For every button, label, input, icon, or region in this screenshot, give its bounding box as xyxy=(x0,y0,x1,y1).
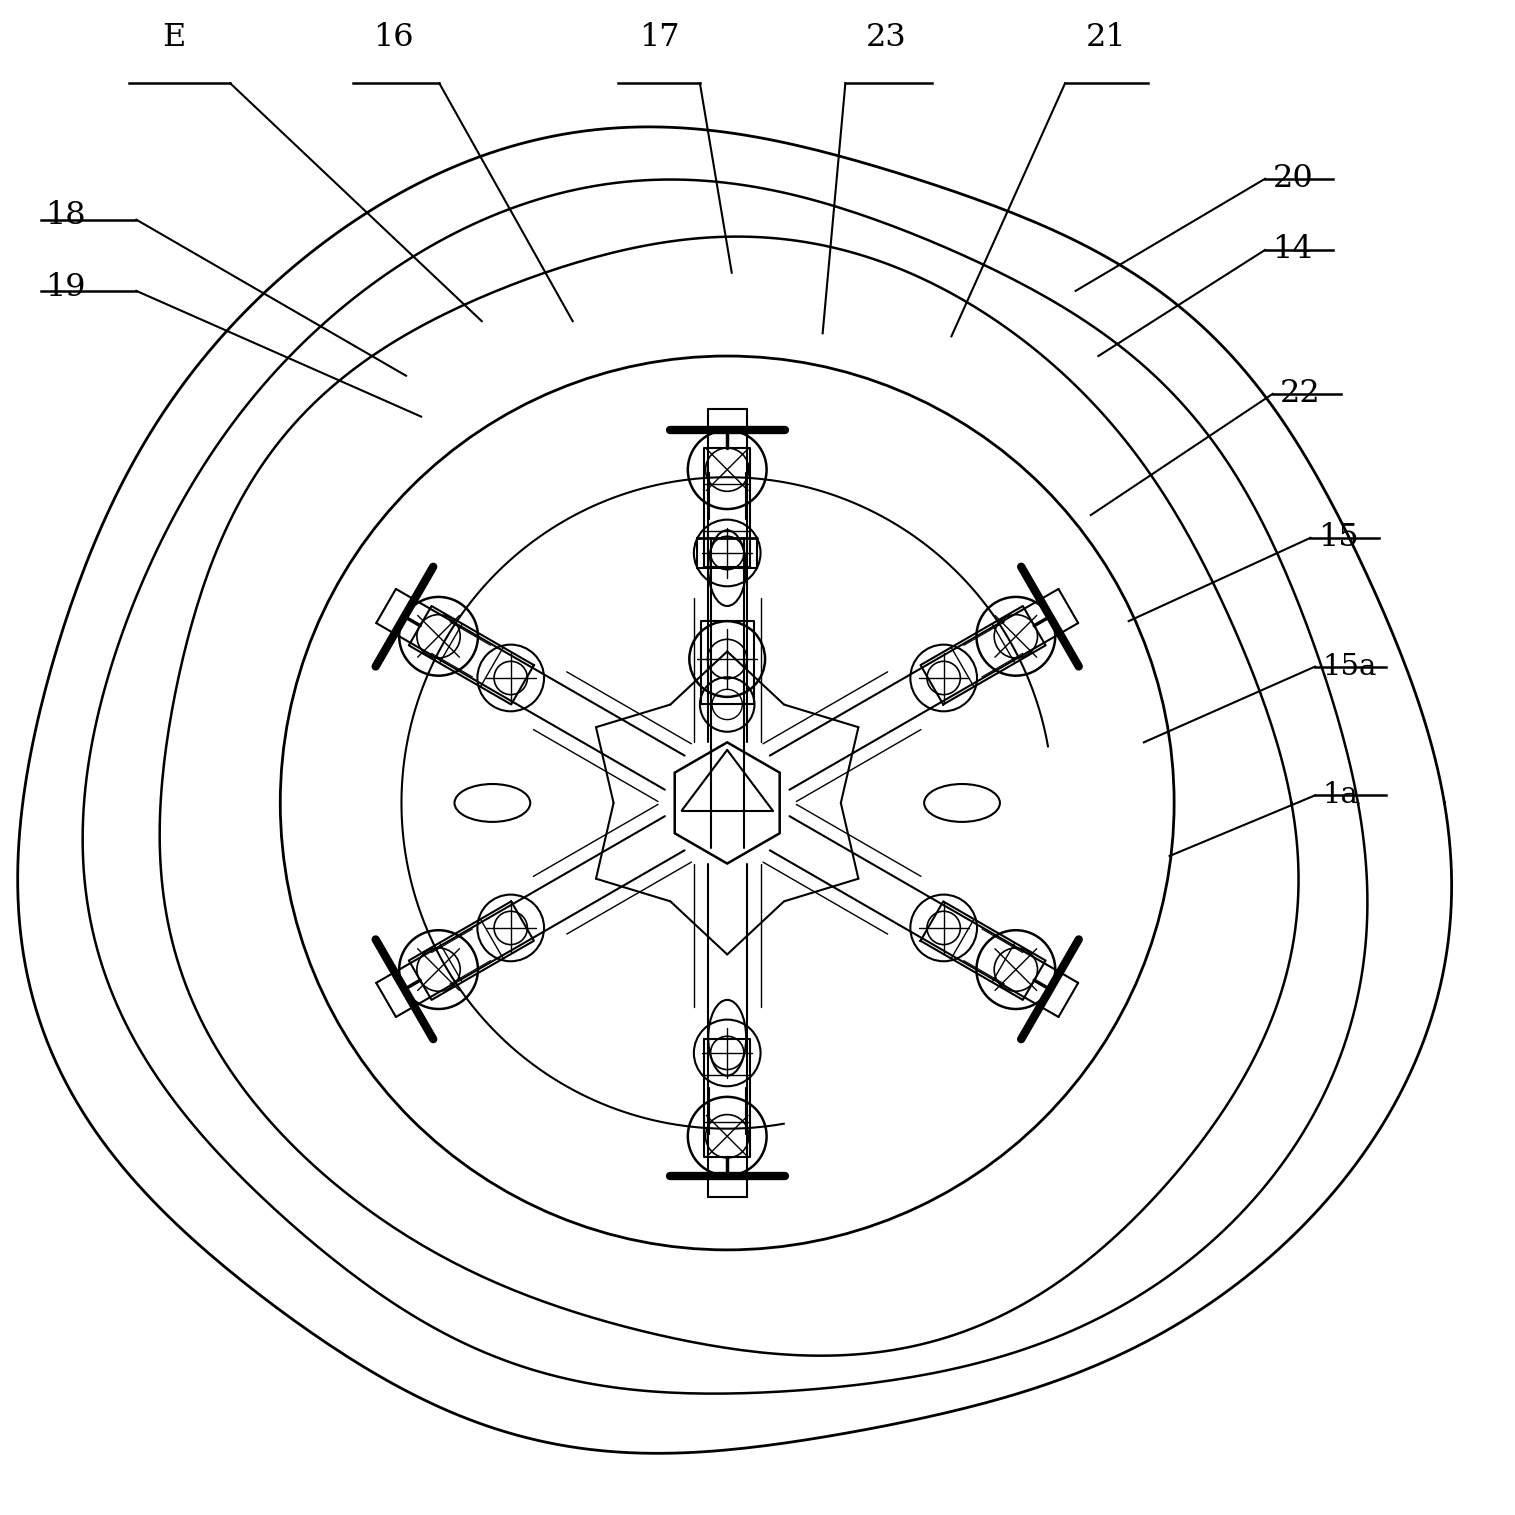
Text: 20: 20 xyxy=(1273,164,1314,194)
Text: 15: 15 xyxy=(1318,523,1359,553)
Text: 22: 22 xyxy=(1280,379,1321,409)
Text: 14: 14 xyxy=(1273,235,1314,265)
Text: 1a: 1a xyxy=(1323,782,1359,809)
Text: 16: 16 xyxy=(374,23,414,53)
Text: 18: 18 xyxy=(45,200,86,230)
Text: 17: 17 xyxy=(639,23,679,53)
Text: E: E xyxy=(162,23,186,53)
Text: 23: 23 xyxy=(867,23,906,53)
Text: 15a: 15a xyxy=(1323,653,1377,680)
Text: 19: 19 xyxy=(45,273,86,303)
Text: 21: 21 xyxy=(1086,23,1126,53)
